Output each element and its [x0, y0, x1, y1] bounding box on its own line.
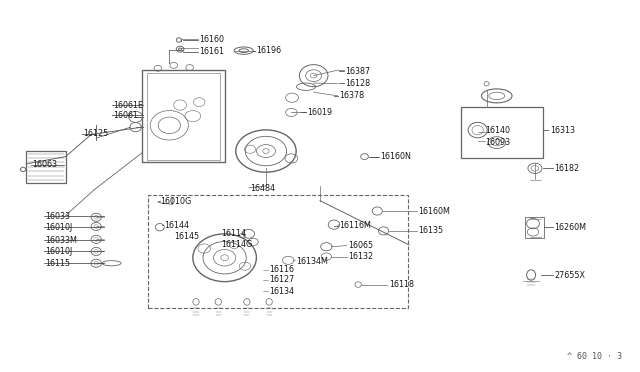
Text: 27655X: 27655X [554, 270, 585, 279]
Bar [147, 73, 220, 160]
Text: 16378: 16378 [339, 92, 364, 100]
Text: 16065: 16065 [349, 241, 374, 250]
Text: 16160: 16160 [199, 35, 224, 45]
Text: 16019: 16019 [307, 108, 332, 117]
Text: 16145: 16145 [173, 232, 199, 241]
Text: 16010G: 16010G [160, 197, 191, 206]
Text: 16125: 16125 [83, 129, 109, 138]
Text: 16010J: 16010J [45, 223, 72, 232]
Text: 16114G: 16114G [221, 240, 253, 248]
Text: ^ 60 10 · 3: ^ 60 10 · 3 [567, 352, 622, 361]
Text: 16135: 16135 [419, 227, 444, 235]
Text: 16115: 16115 [45, 259, 70, 268]
Text: 16144: 16144 [164, 221, 189, 230]
Text: 16132: 16132 [349, 252, 374, 261]
Bar [461, 107, 543, 158]
Text: 16114: 16114 [221, 228, 246, 238]
Text: 16128: 16128 [346, 78, 371, 87]
Bar [142, 70, 225, 162]
Text: 16010J: 16010J [45, 247, 72, 256]
Text: 16033: 16033 [45, 212, 70, 221]
Text: 16160N: 16160N [380, 152, 412, 161]
Text: 16313: 16313 [550, 126, 575, 135]
Text: 16093: 16093 [485, 138, 511, 147]
Text: 16196: 16196 [257, 46, 282, 55]
Text: 16061E: 16061E [113, 100, 143, 110]
Text: 16134: 16134 [269, 288, 294, 296]
Text: 16260M: 16260M [554, 223, 586, 232]
Text: 16160M: 16160M [419, 206, 451, 215]
Bar [26, 151, 66, 183]
Text: 16140: 16140 [485, 126, 510, 135]
Text: 16116M: 16116M [339, 221, 371, 230]
Text: 16063: 16063 [33, 160, 58, 169]
Text: 16484: 16484 [250, 184, 275, 193]
Text: 16127: 16127 [269, 275, 294, 284]
Text: 16118: 16118 [388, 280, 413, 289]
Bar [148, 195, 408, 308]
Text: 16116: 16116 [269, 265, 294, 275]
Text: 16134M: 16134M [296, 257, 328, 266]
Text: 16033M: 16033M [45, 236, 77, 245]
Text: 16061: 16061 [113, 111, 138, 120]
Bar [525, 217, 544, 238]
Text: 16387: 16387 [346, 67, 371, 76]
Text: 16161: 16161 [199, 47, 224, 56]
Text: 16182: 16182 [554, 164, 579, 173]
